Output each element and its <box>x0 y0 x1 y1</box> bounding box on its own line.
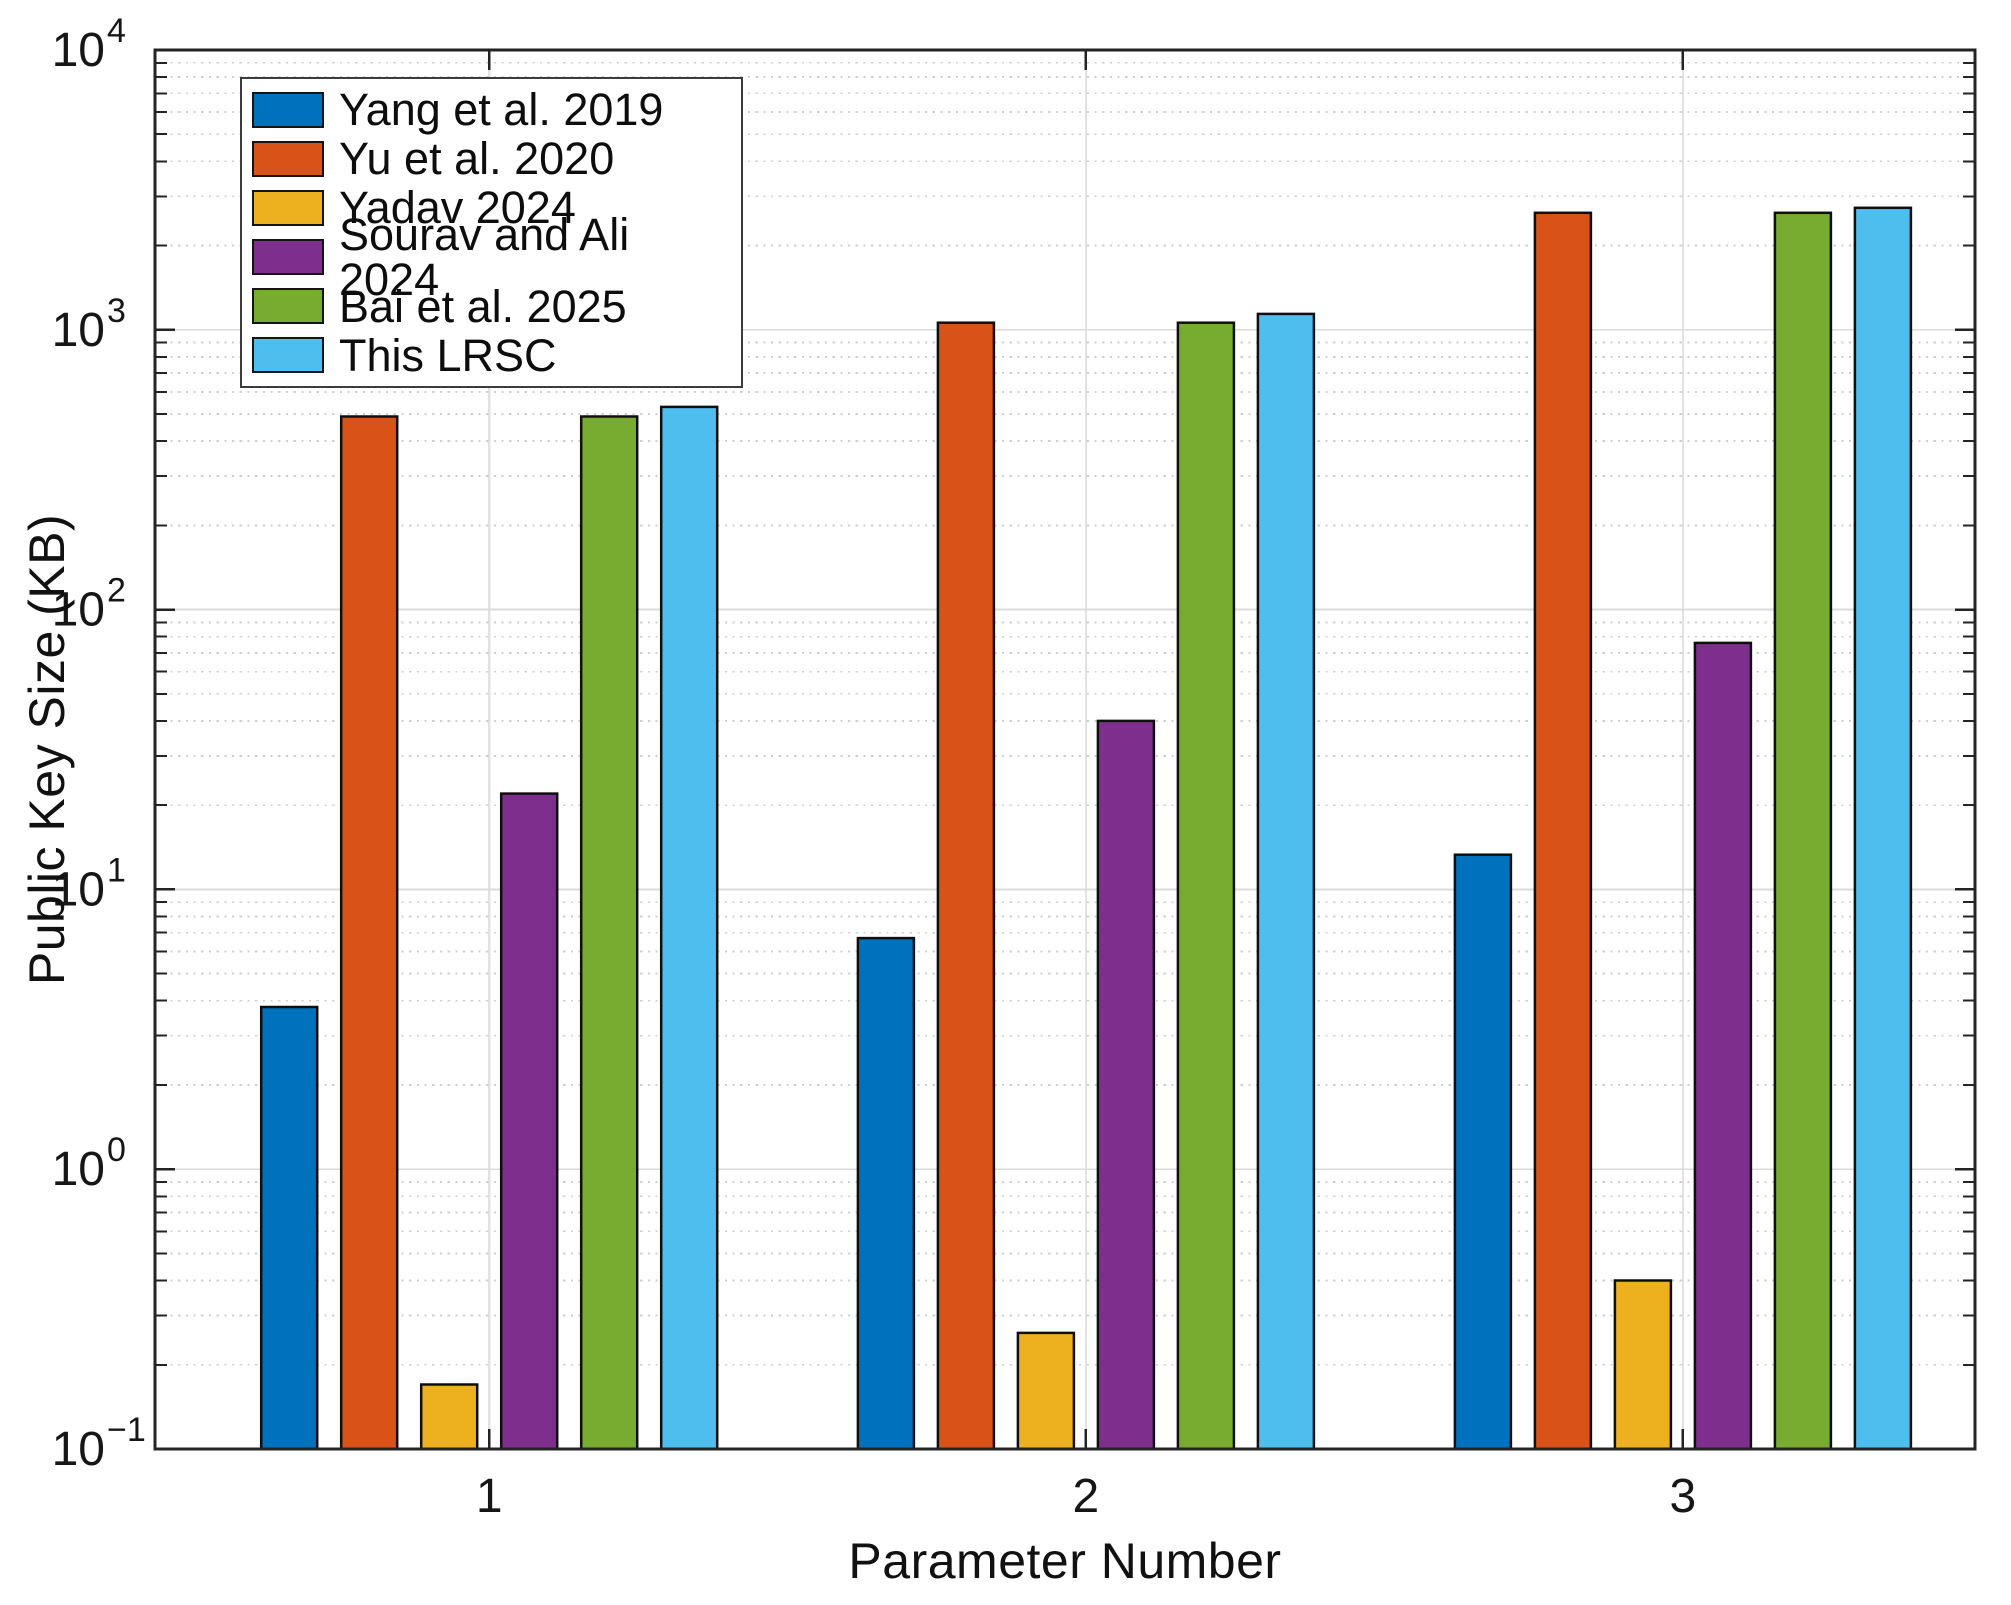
bar-sourav-and-ali-2024-group-2 <box>1096 719 1156 1451</box>
y-tick-exponent: 1 <box>107 851 126 889</box>
bar-yu-et-al-2020-group-2 <box>936 321 996 1451</box>
y-tick-label: 10 <box>52 1423 105 1476</box>
y-axis-label: Public Key Size (KB) <box>19 513 75 986</box>
bar-bai-et-al-2025-group-1 <box>579 415 639 1451</box>
bar-yang-et-al-2019-group-1 <box>259 1005 319 1451</box>
y-tick-label: 10 <box>52 304 105 357</box>
bar-sourav-and-ali-2024-group-1 <box>499 792 559 1451</box>
y-tick-exponent: 2 <box>107 572 126 610</box>
legend-label: Yadav 2024 <box>339 182 576 234</box>
x-tick-label: 3 <box>1670 1470 1697 1523</box>
legend-swatch-icon <box>252 288 324 325</box>
bar-bai-et-al-2025-group-2 <box>1176 321 1236 1451</box>
bar-yadav-2024-group-3 <box>1613 1279 1673 1451</box>
y-tick-exponent: −1 <box>107 1411 146 1449</box>
bar-yadav-2024-group-2 <box>1016 1331 1076 1451</box>
legend-item: Bai et al. 2025 <box>252 280 741 332</box>
legend-swatch-icon <box>252 239 324 276</box>
y-tick-exponent: 0 <box>107 1131 126 1169</box>
legend-swatch-icon <box>252 140 324 177</box>
bar-yu-et-al-2020-group-1 <box>339 415 399 1451</box>
y-tick-label: 10 <box>52 24 105 77</box>
legend-swatch-icon <box>252 189 324 226</box>
x-tick-label: 2 <box>1073 1470 1100 1523</box>
bar-bai-et-al-2025-group-3 <box>1773 211 1833 1451</box>
bar-this-lrsc-group-2 <box>1256 312 1316 1451</box>
bar-yadav-2024-group-1 <box>419 1383 479 1451</box>
legend-item: Yang et al. 2019 <box>252 84 741 136</box>
y-tick-exponent: 3 <box>107 292 126 330</box>
bar-sourav-and-ali-2024-group-3 <box>1693 641 1753 1451</box>
y-tick-label: 10 <box>52 1143 105 1196</box>
bar-yu-et-al-2020-group-3 <box>1533 211 1593 1451</box>
bar-yang-et-al-2019-group-2 <box>856 936 916 1451</box>
legend: Yang et al. 2019 Yu et al. 2020 Yadav 2024… <box>240 77 743 388</box>
legend-swatch-icon <box>252 337 324 374</box>
bar-this-lrsc-group-3 <box>1853 206 1913 1451</box>
legend-label: Yu et al. 2020 <box>339 133 615 185</box>
legend-label: Bai et al. 2025 <box>339 280 627 332</box>
legend-label: Sourav and Ali 2024 <box>339 209 630 306</box>
legend-label: Yang et al. 2019 <box>339 84 664 136</box>
plot-box <box>153 48 1977 1451</box>
y-tick-label: 10 <box>52 584 105 637</box>
legend-item: Yu et al. 2020 <box>252 133 741 185</box>
legend-label: This LRSC <box>339 329 557 381</box>
x-tick-label: 1 <box>476 1470 503 1523</box>
bar-this-lrsc-group-1 <box>659 405 719 1451</box>
legend-item: Yadav 2024 <box>252 182 741 234</box>
legend-item: This LRSC <box>252 329 741 381</box>
bar-yang-et-al-2019-group-3 <box>1453 853 1513 1451</box>
x-axis-label: Parameter Number <box>848 1533 1282 1589</box>
y-tick-label: 10 <box>52 863 105 916</box>
y-tick-exponent: 4 <box>107 12 126 50</box>
legend-swatch-icon <box>252 91 324 128</box>
legend-item: Sourav and Ali 2024 <box>252 212 741 302</box>
